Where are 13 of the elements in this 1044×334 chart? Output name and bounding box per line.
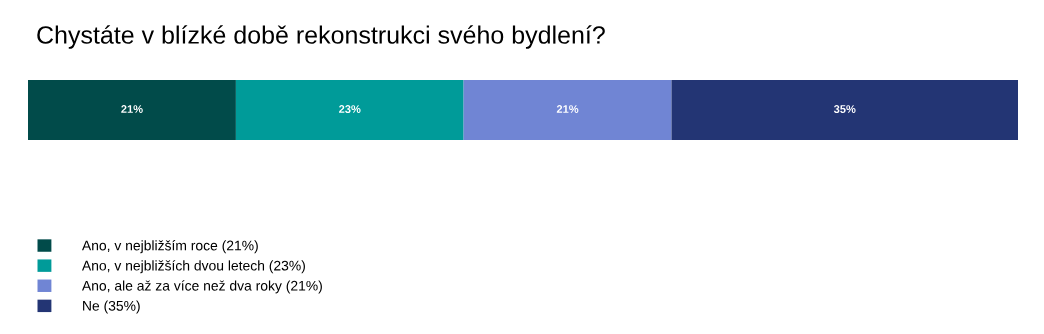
bar — [671, 80, 1018, 140]
bar — [28, 80, 236, 140]
legend-label: Ne (35%) — [83, 300, 140, 314]
bar — [235, 80, 464, 140]
data-label: 35% — [833, 105, 856, 113]
legend-label: Ano, ale až za více než dva roky (21%) — [81, 280, 322, 294]
data-label: 21% — [121, 105, 143, 113]
chart-title: Chystáte v blízké době rekonstrukci svého bydlení? — [37, 25, 605, 49]
bar — [463, 80, 672, 140]
legend-label: Ano, v nejbližších dvou letech (23%) — [81, 260, 305, 274]
legend-label: Ano, v nejbližším roce (21%) — [81, 240, 258, 254]
data-label: 21% — [556, 105, 579, 113]
data-label: 23% — [339, 105, 361, 113]
